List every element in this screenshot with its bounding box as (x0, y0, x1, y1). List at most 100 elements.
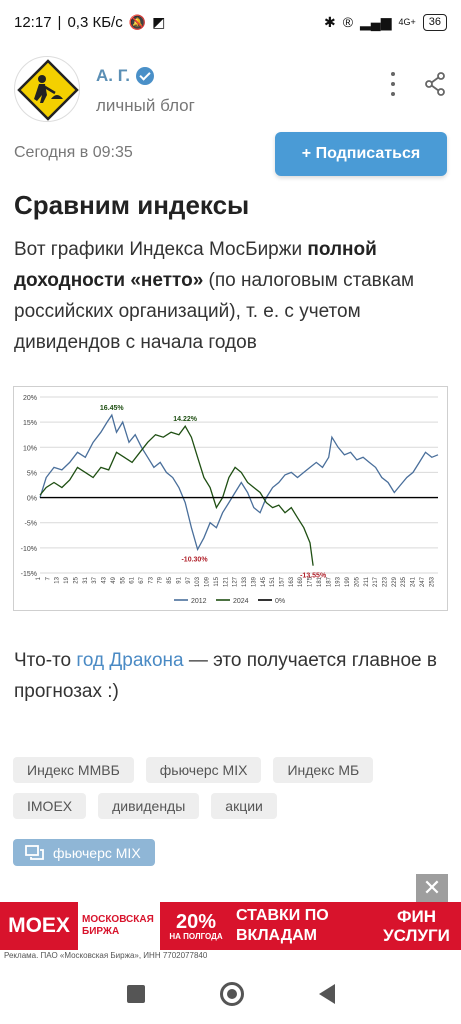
tag-list: Индекс ММВБ фьючерс MIX Индекс МБ IMOEX … (13, 757, 453, 819)
subscribe-button[interactable]: + Подписаться (275, 132, 447, 176)
x-tick-label: 85 (167, 576, 173, 583)
x-tick-label: 91 (176, 576, 182, 583)
ad-rate: 20% НА ПОЛГОДА (160, 902, 232, 950)
x-tick-label: 169 (298, 576, 304, 587)
ad-rate-sub: НА ПОЛГОДА (169, 931, 223, 941)
x-tick-label: 1 (36, 576, 42, 580)
x-tick-label: 187 (326, 576, 332, 587)
data-label: 14.22% (173, 416, 198, 423)
app-notification-icon: ◩ (152, 13, 166, 30)
x-tick-label: 25 (73, 576, 79, 583)
x-tick-label: 121 (223, 576, 229, 587)
x-tick-label: 205 (354, 576, 360, 587)
x-tick-label: 61 (130, 576, 136, 583)
data-label: -13.55% (300, 573, 327, 580)
registered-icon: ® (342, 14, 354, 30)
y-tick-label: -5% (25, 521, 37, 528)
verified-icon (135, 67, 154, 85)
share-icon[interactable] (424, 72, 446, 96)
x-tick-label: 223 (382, 576, 388, 587)
status-time: 12:17 (14, 13, 52, 31)
ad-brand: MOEX (0, 902, 78, 950)
caption-text-2: — это получается главное в прогнозах :) (14, 650, 437, 702)
status-separator: | (57, 13, 62, 31)
x-tick-label: 127 (233, 576, 239, 587)
x-tick-label: 247 (420, 576, 426, 587)
tag-shares[interactable]: акции (211, 793, 277, 819)
x-tick-label: 133 (242, 576, 248, 587)
series-line-2024 (39, 425, 314, 566)
x-tick-label: 67 (139, 576, 145, 583)
x-tick-label: 241 (411, 576, 417, 587)
x-tick-label: 211 (364, 576, 370, 586)
ad-legal: Реклама. ПАО «Московская Биржа», ИНН 770… (4, 951, 208, 960)
back-icon[interactable] (318, 984, 335, 1004)
tag-dividends[interactable]: дивиденды (98, 793, 200, 819)
y-tick-label: 20% (23, 395, 37, 402)
x-tick-label: 217 (373, 576, 379, 587)
signal-icon: ▂▄▆ (360, 13, 392, 30)
x-tick-label: 109 (205, 576, 211, 587)
status-bar: 12:17 | 0,3 КБ/с 🔕 ◩ ✱ ® ▂▄▆ 4G+ 36 (0, 0, 461, 44)
series-line-2012 (39, 413, 439, 552)
x-tick-label: 157 (279, 576, 285, 587)
ad-fin: ФИН УСЛУГИ (372, 902, 461, 950)
tag-mmvb[interactable]: Индекс ММВБ (13, 757, 134, 783)
legend-label: 0% (275, 598, 285, 605)
ad-birzha: МОСКОВСКАЯ БИРЖА (78, 902, 160, 950)
legend-label: 2024 (233, 598, 249, 605)
post-header: А. Г. личный блог (14, 56, 447, 126)
tag-mb-index[interactable]: Индекс МБ (273, 757, 374, 783)
x-tick-label: 163 (289, 576, 295, 587)
tag-mix-futures[interactable]: фьючерс MIX (145, 757, 262, 783)
construction-sign-icon (17, 59, 79, 121)
ad-stavki: СТАВКИ ПО ВКЛАДАМ (232, 902, 372, 950)
ad-close-button[interactable]: ✕ (416, 874, 448, 902)
x-tick-label: 199 (345, 576, 351, 587)
data-label: 16.45% (100, 405, 125, 412)
post-title: Сравним индексы (14, 190, 250, 220)
y-tick-label: -10% (21, 546, 37, 553)
more-options-icon[interactable] (383, 70, 403, 98)
x-tick-label: 73 (148, 576, 154, 583)
x-tick-label: 43 (102, 576, 108, 583)
y-tick-label: 10% (23, 445, 37, 452)
index-chart[interactable]: -15% -10% -5% 0% 5% 10% 15% 20% 1 7 13 19 25 31 37 43 49… (13, 386, 448, 611)
x-tick-label: 97 (186, 576, 192, 583)
x-tick-label: 139 (251, 576, 257, 587)
chat-icon (25, 844, 44, 860)
post-date: Сегодня в 09:35 (14, 144, 133, 161)
discussion-tag-label: фьючерс MIX (53, 844, 141, 861)
chart-svg: -15% -10% -5% 0% 5% 10% 15% 20% 1 7 13 19 25 31 37 43 49… (21, 395, 439, 605)
ad-rate-value: 20% (175, 910, 217, 933)
author-name[interactable]: А. Г. (96, 66, 130, 85)
discussion-tag-button[interactable]: фьючерс MIX (13, 839, 155, 866)
y-tick-label: 0% (27, 496, 37, 503)
home-icon[interactable] (219, 982, 244, 1006)
x-tick-label: 253 (429, 576, 435, 587)
recent-apps-icon[interactable] (126, 985, 145, 1003)
mute-icon: 🔕 (128, 13, 147, 30)
x-tick-label: 115 (214, 576, 220, 586)
x-tick-label: 7 (45, 576, 51, 580)
intro-text-1: Вот графики Индекса МосБиржи (14, 239, 308, 260)
ad-banner[interactable]: MOEX МОСКОВСКАЯ БИРЖА 20% НА ПОЛГОДА СТА… (0, 902, 461, 964)
x-tick-label: 145 (261, 576, 267, 587)
x-tick-label: 79 (158, 576, 164, 583)
x-tick-label: 175 (308, 576, 314, 587)
intro-bold: полной доходности «нетто» (14, 239, 377, 291)
x-tick-label: 151 (270, 576, 276, 587)
x-tick-label: 49 (111, 576, 117, 583)
intro-text-2: (по налоговым ставкам российских организ… (14, 270, 415, 353)
x-tick-label: 229 (392, 576, 398, 587)
dragon-year-link[interactable]: год Дракона (76, 650, 184, 671)
x-tick-label: 13 (55, 576, 61, 583)
x-tick-label: 19 (64, 576, 70, 583)
tag-imoex[interactable]: IMOEX (13, 793, 87, 819)
x-tick-label: 193 (336, 576, 342, 587)
x-tick-label: 103 (195, 576, 201, 587)
caption-text-1: Что-то (14, 650, 77, 671)
avatar[interactable] (14, 56, 80, 122)
legend-label: 2012 (191, 598, 207, 605)
bluetooth-icon: ✱ (323, 13, 336, 30)
